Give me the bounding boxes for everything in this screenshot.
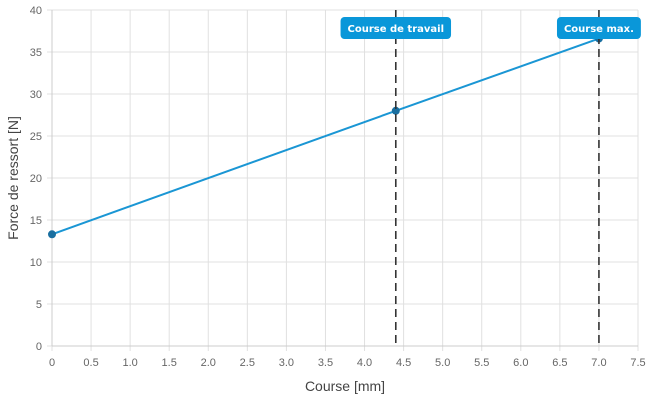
x-tick-label: 7.0 xyxy=(591,357,606,369)
x-axis-ticks: 0 0.5 1.0 1.5 2.0 2.5 3.0 3.5 4.0 4.5 5.0 5.5 6.0 6.5… xyxy=(49,357,646,369)
x-tick-label: 4.0 xyxy=(357,357,372,369)
marker-label-background xyxy=(340,17,452,39)
y-tick-label: 5 xyxy=(36,299,42,311)
data-point xyxy=(391,106,400,115)
x-tick-label: 3.0 xyxy=(279,357,294,369)
x-tick-label: 5.5 xyxy=(474,357,489,369)
x-tick-label: 0.5 xyxy=(83,357,98,369)
x-tick-label: 0 xyxy=(49,357,55,369)
y-tick-label: 10 xyxy=(30,257,42,269)
y-tick-label: 15 xyxy=(30,215,42,227)
x-tick-label: 2.0 xyxy=(201,357,216,369)
chart-grid xyxy=(47,9,639,351)
chart-markers: Course de travail Course max. xyxy=(340,10,641,346)
y-tick-label: 25 xyxy=(30,131,42,143)
y-tick-label: 30 xyxy=(30,89,42,101)
y-tick-label: 40 xyxy=(30,5,42,17)
marker-label-background xyxy=(556,17,641,39)
marker-label: Course max. xyxy=(556,17,641,39)
x-tick-label: 3.5 xyxy=(318,357,333,369)
marker-label: Course de travail xyxy=(340,17,452,39)
data-point xyxy=(48,230,56,239)
x-tick-label: 7.5 xyxy=(630,357,645,369)
x-axis-title: Course [mm] xyxy=(305,378,385,394)
chart-axes xyxy=(51,10,638,347)
y-tick-label: 35 xyxy=(30,47,42,59)
y-axis-ticks: 0 5 10 15 20 25 30 35 40 xyxy=(30,5,42,353)
x-tick-label: 1.0 xyxy=(122,357,137,369)
x-tick-label: 2.5 xyxy=(240,357,255,369)
x-tick-label: 5.0 xyxy=(435,357,450,369)
x-tick-label: 4.5 xyxy=(396,357,411,369)
y-tick-label: 20 xyxy=(30,173,42,185)
x-tick-label: 1.5 xyxy=(162,357,177,369)
x-tick-label: 6.0 xyxy=(513,357,528,369)
y-tick-label: 0 xyxy=(36,341,42,353)
x-tick-label: 6.5 xyxy=(552,357,567,369)
y-axis-title: Force de ressort [N] xyxy=(5,116,21,240)
marker-label-text: Course max. xyxy=(564,24,634,35)
marker-label-text: Course de travail xyxy=(348,24,444,35)
